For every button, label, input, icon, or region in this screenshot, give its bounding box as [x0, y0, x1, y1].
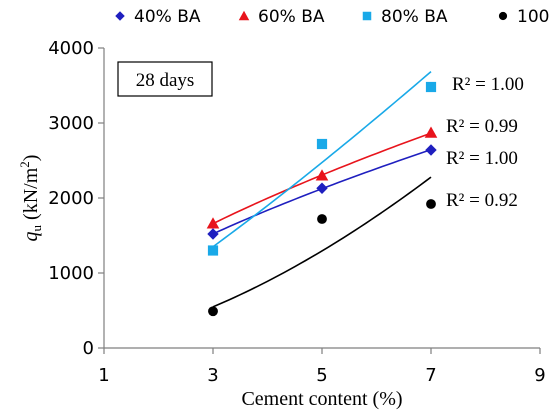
r2-label-1: R² = 1.00	[446, 148, 518, 169]
r2-label-4: R² = 0.92	[446, 190, 518, 211]
r2-labels: R² = 1.00 R² = 0.99 R² = 1.00 R² = 0.92	[446, 74, 524, 211]
x-tick-label: 5	[316, 365, 327, 386]
data-point	[207, 228, 219, 240]
data-point	[425, 81, 437, 93]
annotation-text: 28 days	[136, 70, 195, 91]
legend: 40% BA 60% BA 80% BA 100% BA	[115, 7, 550, 27]
legend-marker-4	[498, 11, 508, 21]
data-point	[426, 199, 436, 209]
legend-marker-2	[238, 10, 250, 21]
y-tick-label: 0	[83, 338, 94, 359]
trendline-4	[212, 176, 432, 308]
data-point	[207, 245, 219, 256]
y-axis-title-sub: u	[29, 224, 44, 231]
y-axis-title-close: )	[20, 155, 42, 162]
data-point	[316, 138, 328, 150]
annotation-box: 28 days	[117, 61, 213, 97]
data-point	[315, 169, 329, 181]
r2-label-3: R² = 1.00	[452, 74, 524, 95]
annotation-frame	[117, 61, 213, 97]
legend-marker-1	[115, 11, 125, 21]
x-tick-label: 7	[425, 365, 436, 386]
legend-label-2: 60% BA	[258, 7, 325, 27]
markers	[206, 81, 438, 317]
data-point	[317, 214, 327, 224]
legend-label-3: 80% BA	[381, 7, 448, 27]
x-tick-label: 9	[534, 365, 545, 386]
legend-label-4: 100% BA	[517, 7, 550, 27]
y-tick-label: 2000	[48, 188, 94, 209]
legend-marker-3	[362, 11, 372, 21]
data-point	[424, 126, 438, 138]
y-axis-title-unit: (kN/m	[20, 167, 42, 225]
y-axis-title: qu (kN/m2)	[17, 155, 44, 242]
data-point	[425, 144, 437, 156]
y-tick-label: 4000	[48, 38, 94, 59]
r2-label-2: R² = 0.99	[446, 116, 518, 137]
x-tick-label: 1	[98, 365, 109, 386]
x-axis-title: Cement content (%)	[241, 388, 402, 410]
data-point	[208, 306, 218, 317]
trendline-3	[212, 70, 432, 248]
y-axis-title-q: q	[20, 231, 42, 241]
x-tick-label: 3	[207, 365, 218, 386]
y-tick-label: 1000	[48, 263, 94, 284]
data-point	[206, 217, 220, 229]
data-point	[316, 182, 328, 194]
legend-label-1: 40% BA	[134, 7, 201, 27]
y-tick-label: 3000	[48, 113, 94, 134]
y-axis-title-sup: 2	[17, 161, 32, 168]
ticks: 1 3 5 7 9 0 1000 2000 3000 4000	[48, 38, 546, 386]
